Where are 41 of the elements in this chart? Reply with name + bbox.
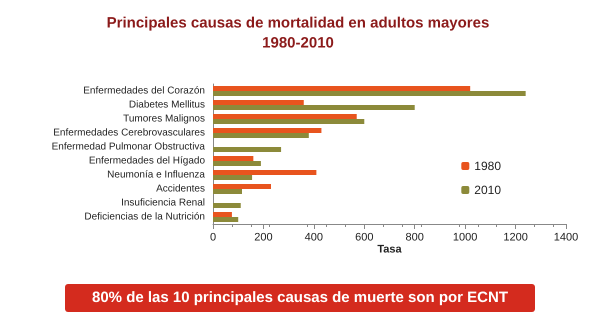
- x-tick-label: 600: [355, 232, 374, 244]
- bar: [213, 161, 261, 166]
- bar: [213, 184, 271, 189]
- bar: [213, 128, 322, 133]
- bar: [213, 119, 364, 124]
- y-tick-label: Enfermedad Pulmonar Obstructiva: [52, 142, 206, 152]
- y-tick-label: Insuficiencia Renal: [121, 198, 205, 208]
- text: 80% de las 10 principales causas de muerte son por ECNT: [65, 284, 535, 312]
- bar: [213, 100, 304, 105]
- bar: [213, 86, 470, 91]
- legend-label: 1980: [474, 159, 502, 173]
- bar: [213, 189, 242, 194]
- bar: [213, 217, 238, 222]
- bar: [213, 133, 309, 138]
- bar: [213, 170, 316, 175]
- y-tick-label: Diabetes Mellitus: [128, 100, 205, 110]
- x-tick-label: 400: [304, 232, 324, 244]
- y-tick-label: Tumores Malignos: [123, 114, 205, 124]
- x-tick-label: 200: [254, 232, 273, 244]
- x-tick-label: 1200: [503, 232, 528, 244]
- bar: [213, 156, 254, 161]
- y-tick-label: Neumonía e Influenza: [107, 170, 206, 180]
- y-tick-label: Enfermedades del Hígado: [88, 156, 206, 166]
- bar: [213, 175, 252, 180]
- bar: [213, 105, 415, 110]
- bar: [213, 114, 357, 119]
- bar: [213, 212, 232, 217]
- chart-title: Principales causas de mortalidad en adultos mayores 1980-2010: [106, 14, 490, 52]
- y-tick-label: Enfermedades del Corazón: [83, 86, 205, 96]
- y-tick-label: Enfermedades Cerebrovasculares: [53, 128, 205, 138]
- bar: [213, 203, 241, 208]
- y-tick-label: Accidentes: [156, 184, 205, 194]
- legend-label: 2010: [474, 183, 502, 197]
- x-tick-label: 1000: [452, 232, 478, 244]
- bar: [213, 147, 282, 152]
- x-tick-label: 800: [406, 232, 424, 244]
- bar: [213, 91, 526, 96]
- x-tick-label: 0: [210, 232, 216, 244]
- x-tick-label: 1400: [554, 232, 578, 244]
- x-axis-title: Tasa: [377, 244, 403, 256]
- y-tick-label: Deficiencias de la Nutrición: [84, 212, 205, 222]
